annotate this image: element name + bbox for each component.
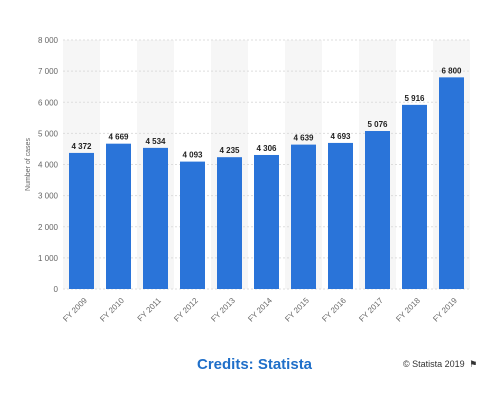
x-tick-label: FY 2015	[283, 296, 311, 324]
y-tick-label: 1 000	[38, 254, 59, 263]
bar[interactable]	[217, 157, 242, 289]
bar[interactable]	[143, 147, 168, 289]
copyright-notice[interactable]: © Statista 2019 ⚑	[403, 359, 477, 370]
data-label: 4 534	[145, 137, 166, 146]
x-tick-label: FY 2019	[431, 296, 459, 324]
credits-text: Credits: Statista	[197, 356, 313, 373]
data-label: 4 639	[293, 134, 314, 143]
y-tick-label: 0	[54, 285, 59, 294]
data-labels: 4 372 4 669 4 534 4 093 4 235 4 306 4 639 4 693…	[71, 66, 462, 159]
data-label: 4 372	[71, 142, 92, 151]
bar[interactable]	[291, 144, 316, 289]
x-tick-label: FY 2012	[172, 296, 200, 324]
bar[interactable]	[328, 142, 353, 289]
bar[interactable]	[69, 152, 94, 289]
bar[interactable]	[106, 143, 131, 289]
data-label: 5 916	[404, 94, 425, 103]
y-tick-label: 7 000	[38, 67, 59, 76]
bar[interactable]	[365, 131, 390, 289]
data-label: 4 669	[108, 133, 129, 142]
bar[interactable]	[402, 104, 427, 289]
y-tick-label: 2 000	[38, 223, 59, 232]
flag-icon: ⚑	[469, 359, 478, 369]
bar[interactable]	[180, 161, 205, 289]
y-axis-ticks: 0 1 000 2 000 3 000 4 000 5 000 6 000 7 000 8 00…	[38, 36, 59, 294]
data-label: 4 093	[182, 151, 203, 160]
bar[interactable]	[254, 154, 279, 289]
bars	[69, 77, 464, 289]
x-tick-label: FY 2016	[320, 296, 348, 324]
x-tick-label: FY 2010	[98, 296, 126, 324]
x-tick-label: FY 2018	[394, 296, 422, 324]
x-tick-label: FY 2014	[246, 296, 274, 324]
data-label: 5 076	[367, 120, 388, 129]
y-tick-label: 8 000	[38, 36, 59, 45]
x-tick-label: FY 2009	[61, 296, 89, 324]
data-label: 4 693	[330, 132, 351, 141]
y-axis-title: Number of cases	[25, 138, 32, 191]
y-tick-label: 3 000	[38, 192, 59, 201]
y-tick-label: 5 000	[38, 129, 59, 138]
x-tick-label: FY 2011	[136, 296, 164, 324]
x-tick-label: FY 2013	[209, 296, 237, 324]
y-tick-label: 6 000	[38, 98, 59, 107]
data-label: 6 800	[441, 66, 462, 75]
bar[interactable]	[439, 77, 464, 289]
data-label: 4 235	[219, 146, 240, 155]
data-label: 4 306	[256, 144, 277, 153]
x-tick-label: FY 2017	[357, 296, 385, 324]
y-tick-label: 4 000	[38, 161, 59, 170]
x-axis-ticks: FY 2009 FY 2010 FY 2011 FY 2012 FY 2013 FY 20…	[61, 296, 459, 324]
copyright-text: © Statista 2019	[403, 359, 465, 369]
